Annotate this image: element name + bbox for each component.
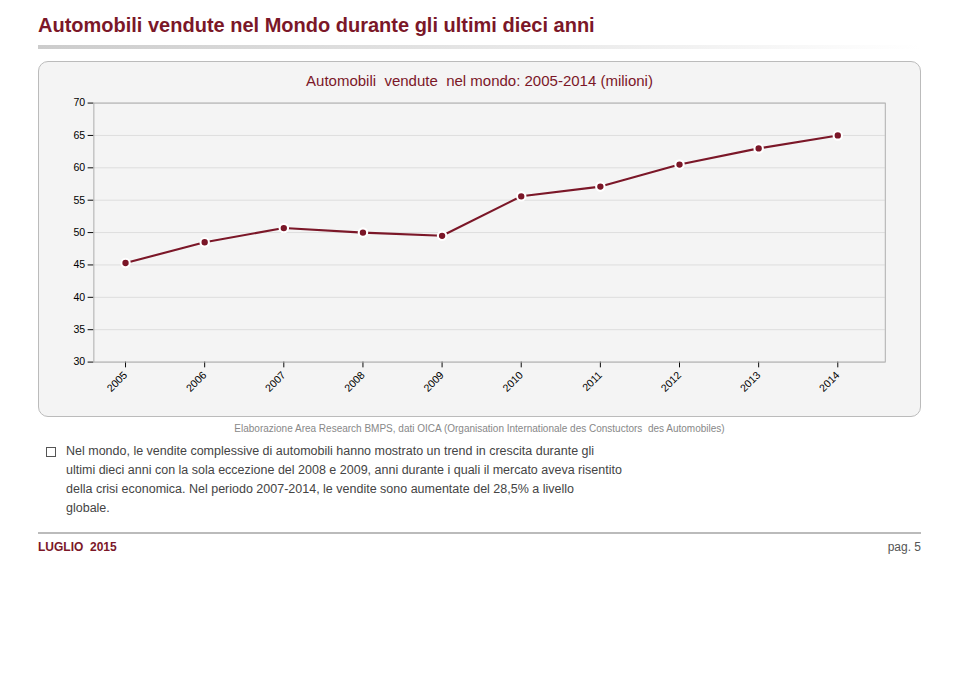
svg-text:2006: 2006 — [183, 369, 208, 394]
html-text:Automobili vendute nel mondo:: Automobili vendute nel mondo: 2005-2014 … — [306, 72, 653, 89]
html-text:ultimi dieci anni con la sola: ultimi dieci anni con la sola eccezione … — [66, 462, 622, 477]
svg-text:40: 40 — [74, 291, 86, 303]
svg-text:50: 50 — [74, 226, 86, 238]
svg-text:2005: 2005 — [104, 369, 129, 394]
svg-text:55: 55 — [74, 194, 86, 206]
html-text:Nel mondo, le vendite compless: Nel mondo, le vendite complessive di aut… — [66, 443, 595, 458]
svg-text:60: 60 — [74, 161, 86, 173]
svg-text:70: 70 — [74, 96, 86, 108]
svg-text:65: 65 — [74, 129, 86, 141]
svg-text:2010: 2010 — [500, 369, 525, 394]
svg-text:2008: 2008 — [342, 369, 367, 394]
html-text:Automobili vendute nel Mondo d: Automobili vendute nel Mondo durante gli… — [38, 14, 595, 36]
svg-text:2012: 2012 — [658, 369, 683, 394]
html-text:LUGLIO 2015: LUGLIO 2015 — [38, 539, 117, 554]
svg-text:30: 30 — [74, 355, 86, 367]
svg-text:2013: 2013 — [737, 369, 762, 394]
svg-text:2011: 2011 — [580, 369, 605, 394]
html-text:della crisi economica. Nel per: della crisi economica. Nel periodo 2007-… — [66, 481, 574, 496]
html-text:pag. 5: pag. 5 — [887, 539, 921, 554]
html-text:Elaborazione Area Research BMP: Elaborazione Area Research BMPS, dati OI… — [234, 422, 725, 434]
svg-text:2007: 2007 — [263, 369, 288, 394]
svg-text:35: 35 — [74, 323, 86, 335]
svg-text:2009: 2009 — [421, 369, 446, 394]
svg-text:2014: 2014 — [817, 369, 842, 394]
html-text:globale.: globale. — [66, 500, 110, 515]
svg-text:45: 45 — [74, 258, 86, 270]
